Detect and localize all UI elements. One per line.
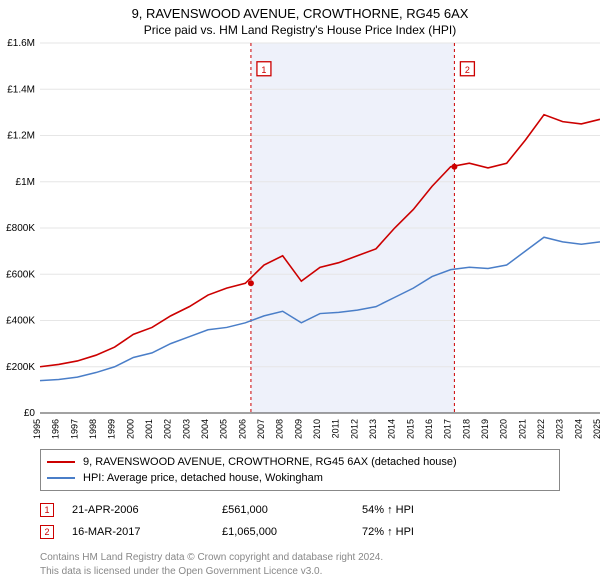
svg-text:2024: 2024 <box>573 419 583 439</box>
svg-text:2015: 2015 <box>405 419 415 439</box>
svg-text:2023: 2023 <box>555 419 565 439</box>
svg-text:1998: 1998 <box>88 419 98 439</box>
svg-text:£200K: £200K <box>6 362 35 373</box>
svg-text:£1.2M: £1.2M <box>7 131 35 142</box>
svg-text:2013: 2013 <box>368 419 378 439</box>
svg-text:1997: 1997 <box>69 419 79 439</box>
footer-attribution: Contains HM Land Registry data © Crown c… <box>40 551 600 578</box>
svg-text:2: 2 <box>465 65 470 75</box>
svg-text:2001: 2001 <box>144 419 154 439</box>
svg-text:2006: 2006 <box>237 419 247 439</box>
svg-text:2000: 2000 <box>125 419 135 439</box>
chart-title: 9, RAVENSWOOD AVENUE, CROWTHORNE, RG45 6… <box>0 6 600 21</box>
chart-container: 9, RAVENSWOOD AVENUE, CROWTHORNE, RG45 6… <box>0 6 600 578</box>
svg-text:2022: 2022 <box>536 419 546 439</box>
svg-text:2005: 2005 <box>219 419 229 439</box>
legend-swatch <box>47 477 75 479</box>
transaction-ratio: 54% ↑ HPI <box>362 504 482 516</box>
svg-text:2017: 2017 <box>443 419 453 439</box>
svg-text:£0: £0 <box>24 408 36 419</box>
legend-label: 9, RAVENSWOOD AVENUE, CROWTHORNE, RG45 6… <box>83 456 457 468</box>
footer-line: This data is licensed under the Open Gov… <box>40 565 600 578</box>
legend-item: 9, RAVENSWOOD AVENUE, CROWTHORNE, RG45 6… <box>47 454 553 470</box>
transaction-row: 2 16-MAR-2017£1,065,00072% ↑ HPI <box>40 521 560 543</box>
transaction-row: 1 21-APR-2006£561,00054% ↑ HPI <box>40 499 560 521</box>
transaction-date: 16-MAR-2017 <box>72 526 222 538</box>
svg-text:£1.4M: £1.4M <box>7 84 35 95</box>
transaction-marker: 2 <box>40 525 54 539</box>
svg-text:2021: 2021 <box>517 419 527 439</box>
chart-subtitle: Price paid vs. HM Land Registry's House … <box>0 23 600 37</box>
svg-text:2009: 2009 <box>293 419 303 439</box>
svg-text:£600K: £600K <box>6 269 35 280</box>
transaction-marker: 1 <box>40 503 54 517</box>
legend-label: HPI: Average price, detached house, Woki… <box>83 472 323 484</box>
svg-text:2025: 2025 <box>592 419 600 439</box>
svg-text:2016: 2016 <box>424 419 434 439</box>
svg-text:2019: 2019 <box>480 419 490 439</box>
transaction-table: 1 21-APR-2006£561,00054% ↑ HPI 2 16-MAR-201… <box>40 499 560 543</box>
svg-text:2012: 2012 <box>349 419 359 439</box>
transaction-date: 21-APR-2006 <box>72 504 222 516</box>
svg-text:2020: 2020 <box>499 419 509 439</box>
svg-text:£1M: £1M <box>16 177 35 188</box>
svg-text:2003: 2003 <box>181 419 191 439</box>
chart-plot: £0£200K£400K£600K£800K£1M£1.2M£1.4M£1.6M… <box>40 43 600 443</box>
svg-text:2010: 2010 <box>312 419 322 439</box>
svg-text:2002: 2002 <box>163 419 173 439</box>
transaction-price: £1,065,000 <box>222 526 362 538</box>
svg-text:1995: 1995 <box>32 419 42 439</box>
transaction-price: £561,000 <box>222 504 362 516</box>
svg-text:2014: 2014 <box>387 419 397 439</box>
svg-text:£800K: £800K <box>6 223 35 234</box>
svg-text:2011: 2011 <box>331 419 341 438</box>
svg-text:1: 1 <box>261 65 266 75</box>
legend-item: HPI: Average price, detached house, Woki… <box>47 470 553 486</box>
transaction-ratio: 72% ↑ HPI <box>362 526 482 538</box>
svg-text:1999: 1999 <box>107 419 117 439</box>
svg-text:2008: 2008 <box>275 419 285 439</box>
svg-text:2007: 2007 <box>256 419 266 439</box>
svg-text:£1.6M: £1.6M <box>7 38 35 49</box>
legend: 9, RAVENSWOOD AVENUE, CROWTHORNE, RG45 6… <box>40 449 560 491</box>
footer-line: Contains HM Land Registry data © Crown c… <box>40 551 600 565</box>
svg-text:2018: 2018 <box>461 419 471 439</box>
legend-swatch <box>47 461 75 463</box>
svg-text:2004: 2004 <box>200 419 210 439</box>
svg-text:1996: 1996 <box>51 419 61 439</box>
svg-text:£400K: £400K <box>6 316 35 327</box>
